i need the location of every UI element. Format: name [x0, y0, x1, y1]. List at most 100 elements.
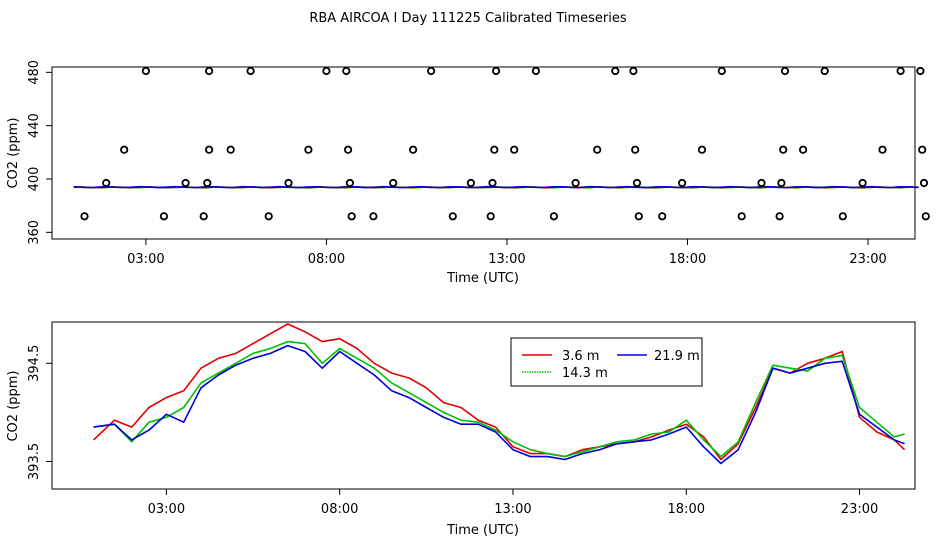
- top-point: [448, 212, 457, 221]
- top-x-axis: 03:00 08:00 13:00 18:00 23:00: [127, 239, 887, 267]
- bottom-x-tick-label: 13:00: [494, 502, 531, 517]
- top-point: [246, 66, 255, 76]
- top-point: [593, 145, 602, 154]
- top-point: [632, 178, 642, 188]
- top-point: [203, 178, 212, 188]
- top-y-tick-label: 400: [27, 167, 42, 192]
- top-point: [490, 145, 499, 154]
- bottom-series-lines: [93, 323, 906, 465]
- bottom-x-axis-label: Time (UTC): [446, 523, 519, 538]
- top-point: [226, 145, 235, 154]
- top-point: [658, 212, 667, 221]
- top-point: [919, 178, 929, 188]
- top-point: [102, 178, 111, 188]
- top-point: [697, 145, 707, 154]
- top-y-axis: 360 400 440 480: [27, 60, 52, 245]
- top-x-tick-label: 23:00: [849, 252, 886, 267]
- bottom-series-21-9-m: [93, 344, 905, 465]
- bottom-y-axis: 393.5 394.5: [27, 345, 52, 480]
- top-point: [737, 212, 746, 221]
- top-point: [284, 178, 293, 188]
- top-point: [798, 145, 808, 154]
- bottom-plot-frame: [51, 321, 916, 490]
- top-y-tick-label: 440: [27, 113, 42, 138]
- top-point: [858, 178, 867, 188]
- top-series-21-9m: [73, 185, 919, 189]
- top-point: [466, 178, 475, 188]
- top-point: [921, 212, 930, 221]
- top-point: [757, 178, 766, 188]
- top-point: [896, 66, 905, 76]
- top-x-tick-label: 18:00: [669, 252, 706, 267]
- top-panel: 03:00 08:00 13:00 18:00 23:00 360 400 440 480 T…: [6, 60, 930, 286]
- top-y-axis-label: CO2 (ppm): [6, 117, 21, 188]
- top-y-tick-label: 480: [27, 60, 42, 85]
- top-series-lines: [73, 185, 919, 189]
- top-point: [264, 212, 273, 221]
- bottom-series-3-6-m: [93, 323, 906, 461]
- bottom-x-tick-label: 23:00: [841, 502, 878, 517]
- top-point: [347, 212, 356, 221]
- top-point: [304, 145, 313, 154]
- top-point: [141, 66, 150, 76]
- legend-label-21-9m: 21.9 m: [654, 349, 700, 364]
- top-point: [120, 145, 129, 154]
- bottom-panel: 03:00 08:00 13:00 18:00 23:00 393.5 394.5 Tim…: [6, 321, 916, 538]
- bottom-y-axis-label: CO2 (ppm): [6, 370, 21, 441]
- top-x-tick-label: 03:00: [127, 252, 164, 267]
- top-point: [611, 66, 620, 76]
- bottom-series-14-3-m: [93, 340, 905, 458]
- bottom-x-tick-label: 18:00: [668, 502, 705, 517]
- top-point: [181, 178, 190, 188]
- top-point: [571, 178, 580, 188]
- legend-box: [510, 337, 703, 387]
- top-point: [80, 212, 89, 221]
- top-point: [634, 212, 643, 221]
- bottom-y-tick-label: 394.5: [27, 345, 42, 382]
- top-point: [342, 66, 351, 76]
- top-point: [488, 178, 497, 188]
- top-point: [205, 66, 214, 76]
- top-point: [408, 145, 418, 154]
- top-x-tick-label: 13:00: [488, 252, 525, 267]
- bottom-y-tick-label: 393.5: [27, 443, 42, 480]
- legend-label-14-3m: 14.3 m: [562, 366, 608, 381]
- top-plot-frame: [51, 66, 916, 240]
- top-y-tick-label: 360: [27, 220, 42, 245]
- top-point: [677, 178, 687, 188]
- chart-title: RBA AIRCOA I Day 111225 Calibrated Times…: [309, 11, 627, 26]
- top-point: [878, 145, 887, 154]
- top-point: [780, 66, 790, 76]
- top-x-tick-label: 08:00: [308, 252, 345, 267]
- top-point: [918, 145, 927, 154]
- top-points: [80, 66, 930, 221]
- bottom-x-tick-label: 08:00: [321, 502, 358, 517]
- top-point: [199, 212, 208, 221]
- top-x-axis-label: Time (UTC): [446, 271, 519, 286]
- top-point: [389, 178, 398, 188]
- top-point: [510, 145, 519, 154]
- top-point: [779, 145, 788, 154]
- top-point: [205, 145, 214, 154]
- top-point: [717, 66, 726, 76]
- legend-label-3-6m: 3.6 m: [562, 349, 599, 364]
- top-point: [775, 212, 784, 221]
- bottom-x-axis: 03:00 08:00 13:00 18:00 23:00: [148, 489, 878, 517]
- bottom-x-tick-label: 03:00: [148, 502, 185, 517]
- top-point: [322, 66, 331, 76]
- top-point: [631, 145, 640, 154]
- top-point: [820, 66, 829, 76]
- legend: 3.6 m 21.9 m 14.3 m: [510, 337, 703, 387]
- top-point: [838, 212, 847, 221]
- top-point: [777, 178, 786, 188]
- top-point: [369, 212, 378, 221]
- top-point: [343, 145, 353, 154]
- top-point: [491, 66, 501, 76]
- top-point: [916, 66, 925, 76]
- top-point: [426, 66, 436, 76]
- top-point: [531, 66, 541, 76]
- top-point: [629, 66, 638, 76]
- top-point: [159, 212, 168, 221]
